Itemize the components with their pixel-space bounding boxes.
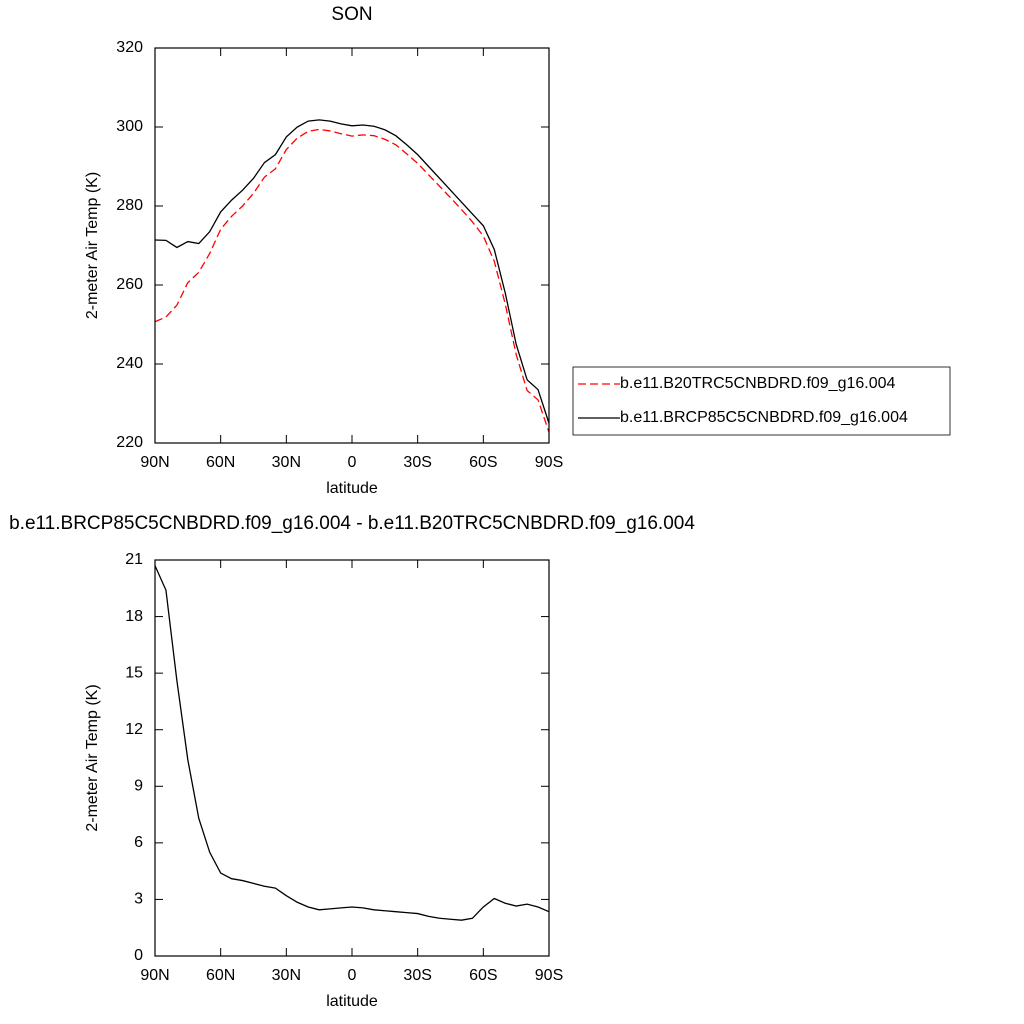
- x-tick-label: 90N: [140, 454, 169, 471]
- x-axis-label: latitude: [326, 480, 378, 497]
- x-tick-label: 60S: [469, 967, 497, 984]
- y-tick-label: 21: [125, 551, 143, 568]
- chart-title: b.e11.BRCP85C5CNBDRD.f09_g16.004 - b.e11…: [9, 513, 695, 534]
- y-tick-label: 320: [116, 39, 143, 56]
- y-tick-label: 18: [125, 608, 143, 625]
- y-tick-label: 300: [116, 118, 143, 135]
- x-tick-label: 0: [348, 967, 357, 984]
- x-tick-label: 60S: [469, 454, 497, 471]
- y-tick-label: 280: [116, 197, 143, 214]
- x-tick-label: 30S: [403, 454, 431, 471]
- x-tick-label: 30S: [403, 967, 431, 984]
- x-tick-label: 60N: [206, 454, 235, 471]
- y-tick-label: 260: [116, 276, 143, 293]
- legend-label: b.e11.BRCP85C5CNBDRD.f09_g16.004: [620, 409, 908, 426]
- legend-box: [572, 366, 951, 436]
- y-tick-label: 220: [116, 434, 143, 451]
- chart-title: SON: [331, 4, 372, 25]
- x-tick-label: 0: [348, 454, 357, 471]
- y-tick-label: 0: [134, 947, 143, 964]
- y-axis-label: 2-meter Air Temp (K): [84, 684, 101, 831]
- y-axis-label: 2-meter Air Temp (K): [84, 172, 101, 319]
- x-tick-label: 30N: [272, 967, 301, 984]
- x-tick-label: 90S: [535, 454, 563, 471]
- data-line: [154, 119, 550, 424]
- x-tick-label: 90N: [140, 967, 169, 984]
- y-tick-label: 15: [125, 664, 143, 681]
- x-axis-label: latitude: [326, 993, 378, 1010]
- y-tick-label: 3: [134, 891, 143, 908]
- legend-label: b.e11.B20TRC5CNBDRD.f09_g16.004: [620, 375, 896, 392]
- plot-frame: [154, 559, 550, 957]
- y-tick-label: 9: [134, 778, 143, 795]
- x-tick-label: 90S: [535, 967, 563, 984]
- y-tick-label: 240: [116, 355, 143, 372]
- plot-frame: [154, 47, 550, 444]
- data-line: [154, 565, 550, 921]
- y-tick-label: 6: [134, 834, 143, 851]
- data-line: [154, 128, 550, 433]
- y-tick-label: 12: [125, 721, 143, 738]
- x-tick-label: 60N: [206, 967, 235, 984]
- x-tick-label: 30N: [272, 454, 301, 471]
